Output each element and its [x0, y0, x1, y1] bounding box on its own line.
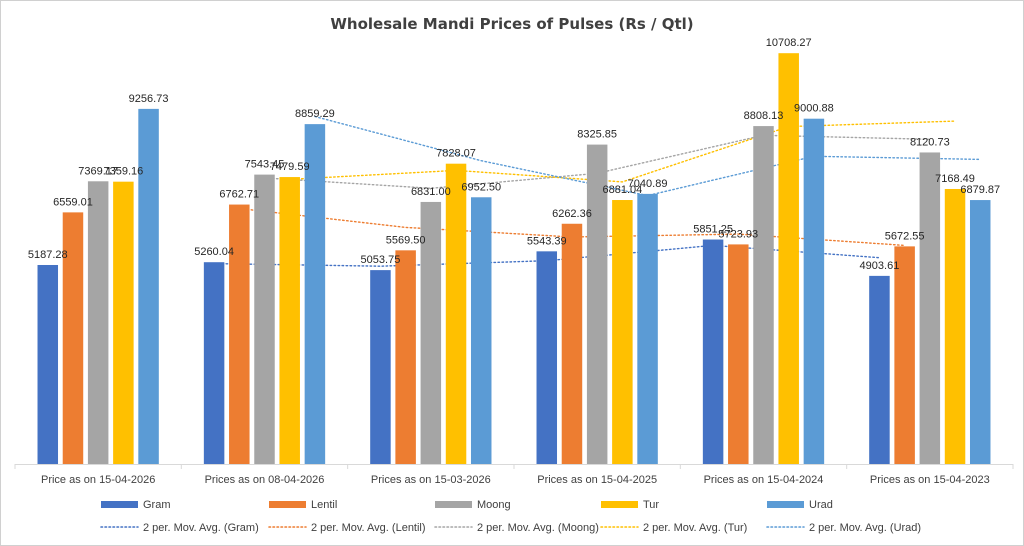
legend-item-mov-avg-tur: 2 per. Mov. Avg. (Tur) — [600, 522, 747, 534]
data-label-gram-3: 5053.75 — [361, 254, 401, 266]
bar-lentil-2 — [229, 204, 250, 464]
data-label-gram-2: 5260.04 — [194, 246, 234, 258]
bar-gram-6 — [869, 275, 890, 464]
x-tick-label-1: Price as on 15-04-2026 — [41, 474, 155, 486]
bar-gram-3 — [370, 270, 391, 464]
legend-label-mov-avg-moong: 2 per. Mov. Avg. (Moong) — [477, 522, 599, 534]
bar-urad-3 — [470, 197, 492, 464]
bar-urad-1 — [138, 108, 159, 464]
data-label-gram-5: 5851.25 — [693, 224, 733, 236]
legend-label-mov-avg-gram: 2 per. Mov. Avg. (Gram) — [143, 522, 259, 534]
legend-label-mov-avg-tur: 2 per. Mov. Avg. (Tur) — [643, 522, 747, 534]
x-tick-label-4: Prices as on 15-04-2025 — [537, 474, 657, 486]
bar-urad-5 — [803, 118, 825, 464]
bar-tur-3 — [445, 163, 467, 464]
legend-swatch-moong — [435, 501, 472, 508]
legend: Gram Lentil Moong Tur Urad 2 per. Mov. Avg. (… — [100, 499, 921, 534]
data-label-urad-3: 6952.50 — [461, 181, 501, 193]
bar-moong-2 — [254, 174, 275, 464]
legend-item-urad: Urad — [767, 499, 833, 511]
data-labels-group: 5187.28 5260.04 5053.75 5543.39 5851.25 4903.… — [28, 37, 1000, 272]
data-label-moong-3: 6831.00 — [411, 186, 451, 198]
bars-group — [37, 53, 991, 465]
legend-swatch-gram — [101, 501, 138, 508]
data-label-lentil-2: 6762.71 — [219, 189, 259, 201]
data-label-lentil-6: 5672.55 — [885, 230, 925, 242]
legend-item-gram: Gram — [101, 499, 171, 511]
data-label-urad-6: 6879.87 — [960, 184, 1000, 196]
legend-label-urad: Urad — [809, 499, 833, 511]
data-label-gram-6: 4903.61 — [860, 260, 900, 272]
bar-tur-1 — [113, 181, 134, 465]
x-axis: Price as on 15-04-2026 Prices as on 08-04… — [14, 464, 1014, 486]
legend-item-mov-avg-gram: 2 per. Mov. Avg. (Gram) — [100, 522, 259, 534]
x-tick-label-3: Prices as on 15-03-2026 — [371, 474, 491, 486]
legend-swatch-lentil — [269, 501, 306, 508]
bar-tur-2 — [279, 177, 300, 464]
bar-tur-5 — [778, 53, 799, 464]
data-label-moong-4: 8325.85 — [577, 129, 617, 141]
legend-label-moong: Moong — [477, 499, 511, 511]
data-label-moong-1: 7369.17 — [78, 165, 118, 177]
data-label-lentil-3: 5569.50 — [386, 234, 426, 246]
bar-lentil-6 — [894, 246, 915, 464]
data-label-tur-5: 10708.27 — [766, 37, 812, 49]
legend-label-mov-avg-lentil: 2 per. Mov. Avg. (Lentil) — [311, 522, 426, 534]
bar-gram-1 — [37, 264, 59, 464]
data-label-tur-2: 7479.59 — [270, 161, 310, 173]
bar-gram-2 — [203, 262, 225, 464]
data-label-lentil-4: 6262.36 — [552, 208, 592, 220]
moving-average-tur — [289, 120, 956, 183]
bar-lentil-3 — [395, 250, 416, 464]
bar-lentil-1 — [62, 212, 84, 464]
bar-gram-4 — [536, 251, 558, 464]
bar-urad-4 — [637, 193, 658, 464]
data-label-lentil-1: 6559.01 — [53, 196, 93, 208]
bar-lentil-4 — [561, 223, 583, 464]
legend-item-lentil: Lentil — [269, 499, 337, 511]
data-label-urad-2: 8859.29 — [295, 108, 335, 120]
legend-swatch-urad — [767, 501, 804, 508]
data-label-moong-5: 8808.13 — [744, 110, 784, 122]
legend-label-mov-avg-urad: 2 per. Mov. Avg. (Urad) — [809, 522, 921, 534]
legend-swatch-tur — [601, 501, 638, 508]
bar-tur-4 — [612, 200, 633, 464]
x-tick-label-6: Prices as on 15-04-2023 — [870, 474, 990, 486]
data-label-tur-1: 7359.16 — [103, 166, 143, 178]
bar-moong-5 — [753, 126, 774, 464]
legend-item-tur: Tur — [601, 499, 659, 511]
data-label-lentil-5: 5723.93 — [718, 228, 758, 240]
x-tick-label-5: Prices as on 15-04-2024 — [704, 474, 824, 486]
legend-item-mov-avg-moong: 2 per. Mov. Avg. (Moong) — [434, 522, 599, 534]
data-label-tur-3: 7828.07 — [436, 148, 476, 160]
data-label-gram-4: 5543.39 — [527, 235, 567, 247]
bar-moong-4 — [586, 144, 608, 464]
bar-urad-2 — [304, 124, 326, 464]
bar-urad-6 — [969, 200, 991, 464]
data-label-urad-1: 9256.73 — [129, 93, 169, 105]
data-label-gram-1: 5187.28 — [28, 249, 68, 261]
bar-tur-6 — [944, 188, 966, 464]
data-label-moong-6: 8120.73 — [910, 136, 950, 148]
data-label-tur-6: 7168.49 — [935, 173, 975, 185]
data-label-urad-5: 9000.88 — [794, 103, 834, 115]
legend-item-moong: Moong — [435, 499, 511, 511]
bar-moong-6 — [919, 152, 941, 464]
legend-label-tur: Tur — [643, 499, 659, 511]
x-tick-label-2: Prices as on 08-04-2026 — [205, 474, 325, 486]
bar-moong-1 — [87, 181, 109, 464]
legend-item-mov-avg-lentil: 2 per. Mov. Avg. (Lentil) — [268, 522, 426, 534]
bar-gram-5 — [702, 239, 724, 464]
bar-lentil-5 — [728, 244, 749, 464]
legend-label-lentil: Lentil — [311, 499, 337, 511]
bar-moong-3 — [420, 201, 442, 465]
data-label-tur-4: 6881.04 — [602, 184, 642, 196]
legend-item-mov-avg-urad: 2 per. Mov. Avg. (Urad) — [766, 522, 921, 534]
data-label-urad-4: 7040.89 — [628, 178, 668, 190]
legend-label-gram: Gram — [143, 499, 171, 511]
chart-title: Wholesale Mandi Prices of Pulses (Rs / Q… — [330, 15, 693, 33]
data-label-moong-2: 7543.45 — [245, 159, 285, 171]
